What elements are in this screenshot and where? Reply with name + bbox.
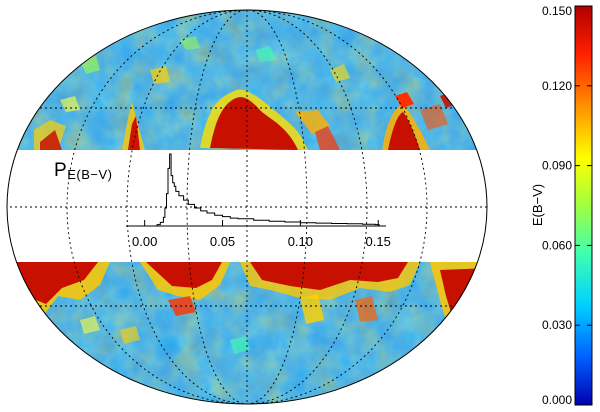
inset-title: PE(B−V) [54, 160, 112, 182]
inset-x-tick-label: 0.15 [366, 234, 391, 249]
colorbar-tick-label: 0.030 [542, 318, 572, 332]
colorbar-tick-label: 0.060 [542, 238, 572, 252]
upper-clouds [34, 36, 456, 150]
colorbar-tick-label: 0.000 [542, 393, 572, 407]
histogram-series [156, 153, 380, 226]
map-border [6, 9, 488, 405]
inset-x-tick-label: 0.05 [210, 234, 235, 249]
inset-title-main: P [54, 160, 68, 181]
inset-histogram: 0.00 0.05 0.10 0.15 [126, 153, 391, 249]
inset-x-ticks: 0.00 0.05 0.10 0.15 [132, 220, 391, 249]
colorbar-tick-label: 0.090 [542, 159, 572, 173]
colorbar-ticks: 0.000 0.030 0.060 0.090 0.120 0.150 [542, 4, 592, 407]
colorbar-gradient [574, 5, 593, 406]
colorbar-tick-label: 0.120 [542, 79, 572, 93]
inset-x-tick-label: 0.00 [132, 234, 157, 249]
colorbar-tick-label: 0.150 [542, 4, 572, 18]
inset-title-subscript: E(B−V) [67, 167, 113, 182]
inset-x-tick-label: 0.10 [288, 234, 313, 249]
colorbar-label: E(B−V) [530, 184, 545, 226]
